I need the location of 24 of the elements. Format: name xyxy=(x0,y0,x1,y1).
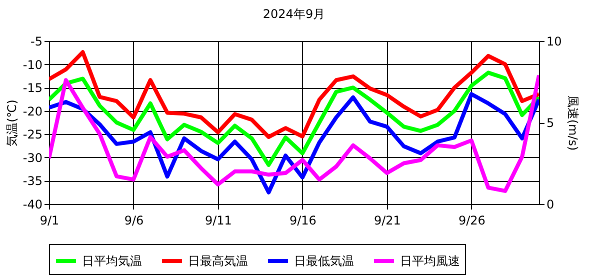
chart-title: 2024年9月 xyxy=(262,7,326,21)
x-tick-label: 9/11 xyxy=(204,214,232,228)
y-tick-label: -10 xyxy=(22,58,42,72)
legend-label: 日平均風速 xyxy=(400,254,460,268)
y-tick-label: -15 xyxy=(22,81,42,96)
legend-label: 日最高気温 xyxy=(188,254,248,268)
x-tick-label: 9/1 xyxy=(40,214,60,228)
x-tick-label: 9/16 xyxy=(289,214,316,228)
y-tick-label: -35 xyxy=(22,174,42,188)
y-axis-title: 気温(℃) xyxy=(4,100,19,146)
legend-label: 日平均気温 xyxy=(82,254,142,268)
y-tick-label: -25 xyxy=(22,128,42,142)
y-tick-label: -20 xyxy=(22,104,42,118)
y-tick-label: -5 xyxy=(30,34,42,48)
y-tick-label: -30 xyxy=(22,150,42,165)
x-tick-label: 9/6 xyxy=(124,214,144,228)
y-tick-label: -40 xyxy=(22,198,42,212)
legend-label: 日最低気温 xyxy=(294,254,354,268)
y2-axis-title: 風速(m/s) xyxy=(566,95,580,151)
y2-tick-label: 5 xyxy=(546,116,554,130)
y2-tick-label: 10 xyxy=(546,34,562,48)
x-tick-label: 9/21 xyxy=(374,214,401,228)
y2-tick-label: 0 xyxy=(546,198,554,212)
x-tick-label: 9/26 xyxy=(458,214,486,228)
